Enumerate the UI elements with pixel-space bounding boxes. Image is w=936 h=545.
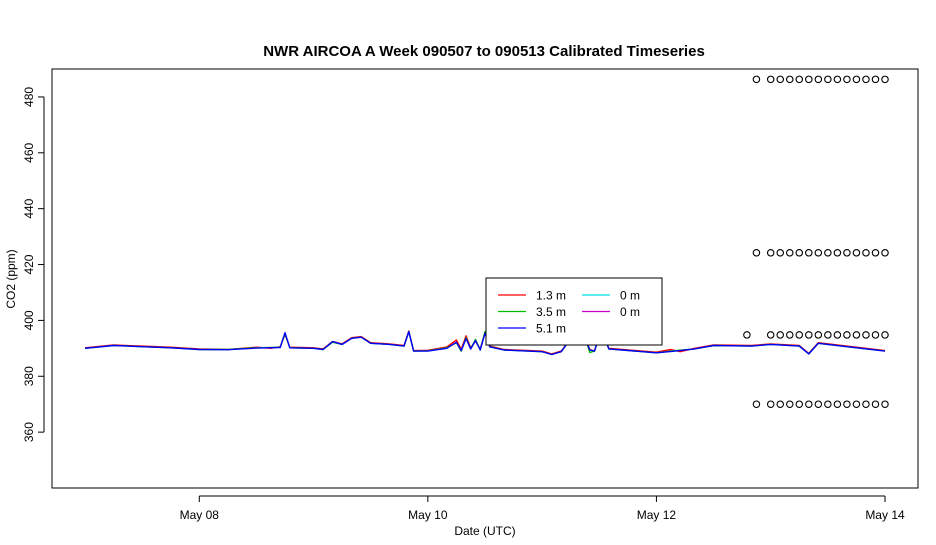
calibration-point <box>766 331 775 339</box>
calibration-point <box>766 75 775 84</box>
y-tick-label: 360 <box>22 422 36 442</box>
series-layer <box>84 330 886 356</box>
calibration-point <box>852 249 861 257</box>
calibration-point <box>795 331 804 339</box>
legend-label: 3.5 m <box>536 305 566 319</box>
calibration-point <box>843 249 851 257</box>
x-tick-label: May 14 <box>865 508 905 522</box>
calibration-point <box>743 331 751 339</box>
calibration-point <box>852 75 861 84</box>
calibration-point <box>871 331 880 339</box>
calibration-point <box>814 400 823 408</box>
calibration-point <box>871 400 880 408</box>
calibration-point <box>766 400 775 408</box>
calibration-point <box>776 331 784 339</box>
calibration-point <box>786 331 794 339</box>
legend-label: 5.1 m <box>536 322 566 336</box>
legend-label: 1.3 m <box>536 289 566 303</box>
calibration-point <box>833 400 842 408</box>
calibration-point <box>795 400 804 408</box>
y-tick-label: 440 <box>22 198 36 218</box>
calibration-point <box>871 249 880 257</box>
calibration-point <box>833 75 842 84</box>
calibration-point <box>795 249 804 257</box>
axes: May 08 May 10 May 12 May 14 360 380 400 420 440 4… <box>22 87 905 522</box>
calibration-point <box>881 400 889 408</box>
plot-frame <box>51 68 919 489</box>
y-tick-label: 400 <box>22 310 36 330</box>
calibration-point <box>805 249 813 257</box>
calibration-point <box>786 400 794 408</box>
calibration-point <box>881 75 889 84</box>
calibration-point <box>843 400 851 408</box>
calibration-point <box>752 75 761 84</box>
calibration-point <box>881 249 889 257</box>
y-tick-label: 380 <box>22 366 36 386</box>
calibration-point <box>776 400 784 408</box>
legend-label: 0 m <box>620 289 640 303</box>
calibration-point <box>852 331 861 339</box>
calibration-point <box>814 331 823 339</box>
calibration-point <box>752 249 761 257</box>
calibration-point <box>862 400 870 408</box>
calibration-point <box>833 249 842 257</box>
calibration-point <box>862 249 870 257</box>
calibration-point <box>805 331 813 339</box>
calibration-point <box>824 75 832 84</box>
calibration-point <box>814 75 823 84</box>
x-tick-label: May 08 <box>180 508 220 522</box>
calibration-point <box>776 75 784 84</box>
calibration-point <box>824 331 832 339</box>
legend: 1.3 m 3.5 m 5.1 m 0 m 0 m <box>485 277 663 346</box>
calibration-point <box>824 249 832 257</box>
calibration-point <box>752 400 761 408</box>
calibration-point <box>852 400 861 408</box>
calibration-point <box>843 75 851 84</box>
x-tick-label: May 12 <box>637 508 677 522</box>
calibration-point <box>814 249 823 257</box>
calibration-point <box>862 331 870 339</box>
calibration-point <box>805 400 813 408</box>
calibration-point <box>776 249 784 257</box>
y-tick-label: 460 <box>22 142 36 162</box>
calibration-point <box>833 331 842 339</box>
calibration-point <box>824 400 832 408</box>
calibration-point <box>766 249 775 257</box>
calibration-point <box>795 75 804 84</box>
y-tick-label: 420 <box>22 254 36 274</box>
x-tick-label: May 10 <box>408 508 448 522</box>
y-tick-label: 480 <box>22 87 36 107</box>
calibration-points <box>743 75 889 408</box>
calibration-point <box>805 75 813 84</box>
y-axis-label: CO2 (ppm) <box>4 249 18 308</box>
calibration-point <box>881 331 889 339</box>
calibration-point <box>862 75 870 84</box>
calibration-point <box>871 75 880 84</box>
calibration-point <box>786 75 794 84</box>
calibration-point <box>843 331 851 339</box>
series-line-3 <box>84 330 886 356</box>
legend-label: 0 m <box>620 305 640 319</box>
calibration-point <box>786 249 794 257</box>
x-axis-label: Date (UTC) <box>454 524 515 538</box>
chart-title: NWR AIRCOA A Week 090507 to 090513 Calib… <box>263 43 705 60</box>
